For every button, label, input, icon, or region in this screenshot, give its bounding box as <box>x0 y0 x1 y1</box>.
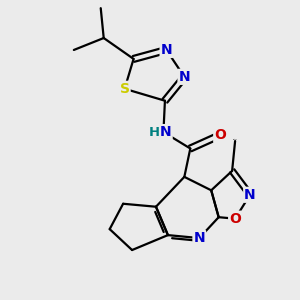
Text: O: O <box>214 128 226 142</box>
Text: methyl: methyl <box>233 138 238 140</box>
Text: N: N <box>160 43 172 57</box>
Text: N: N <box>178 70 190 84</box>
Text: O: O <box>229 212 241 226</box>
Text: N: N <box>194 231 205 245</box>
Text: H: H <box>149 126 160 139</box>
Text: S: S <box>120 82 130 96</box>
Text: N: N <box>244 188 256 202</box>
Text: N: N <box>160 125 172 139</box>
